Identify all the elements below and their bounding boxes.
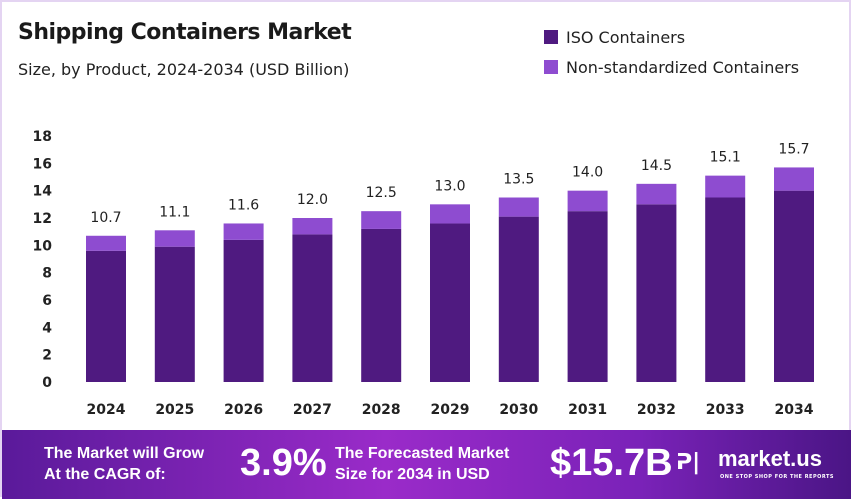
market-us-logo-icon: ᕈ| [676,450,701,475]
legend-swatch [544,60,558,74]
x-tick-label: 2031 [568,402,607,418]
bar-iso [292,234,333,382]
x-tick-label: 2033 [706,402,745,418]
data-label: 14.0 [572,165,603,181]
data-label: 10.7 [90,210,121,226]
bar-iso [774,190,814,382]
bar-iso [430,223,470,382]
data-label: 11.6 [228,197,259,213]
bar-non-standardized [430,204,470,224]
data-label: 12.0 [297,192,328,208]
x-tick-label: 2029 [431,402,470,418]
bar-non-standardized [774,167,814,191]
brand-tagline: ONE STOP SHOP FOR THE REPORTS [720,474,835,480]
bar-iso [636,204,677,382]
legend-swatch [544,30,558,44]
forecast-label: The Forecasted Market Size for 2034 in US… [335,445,510,483]
legend-label: Non-standardized Containers [566,57,800,77]
legend-label: ISO Containers [566,27,686,47]
y-tick-label: 16 [33,156,52,172]
brand-name: market.us [718,446,822,471]
x-tick-label: 2028 [362,402,401,418]
chart-subtitle: Size, by Product, 2024-2034 (USD Billion… [18,60,350,79]
data-label: 13.5 [503,172,534,188]
x-tick-label: 2027 [293,402,332,418]
y-tick-label: 18 [33,129,52,145]
data-label: 11.1 [159,204,190,220]
bar-chart: 0 2 4 6 8 10 12 14 16 18 10.7 2024 11.1 2025 11.6 2026 1… [33,129,814,418]
forecast-value: $15.7B [550,442,673,484]
bar-iso [705,197,746,382]
bar-iso [361,228,402,382]
cagr-label: The Market will Grow At the CAGR of: [44,445,205,483]
data-label: 14.5 [641,158,672,174]
chart-title: Shipping Containers Market [18,20,352,45]
bar-iso [223,239,264,382]
cagr-value: 3.9% [240,442,327,484]
data-label: 15.1 [710,150,741,166]
bar-iso [567,211,608,382]
bar-non-standardized [636,183,677,205]
footer-banner: The Market will Grow At the CAGR of: 3.9%… [2,430,851,499]
y-tick-label: 0 [42,375,52,391]
y-tick-label: 6 [42,293,52,309]
x-tick-label: 2034 [775,402,814,418]
bar-non-standardized [292,218,333,235]
y-tick-label: 8 [42,266,52,282]
y-tick-label: 4 [42,320,52,336]
x-tick-label: 2025 [155,402,194,418]
x-tick-label: 2030 [499,402,538,418]
legend: ISO Containers Non-standardized Containe… [544,22,799,82]
y-tick-label: 12 [33,211,52,227]
legend-item-non-standardized: Non-standardized Containers [544,52,799,82]
bar-iso [498,216,539,382]
bar-non-standardized [567,190,608,212]
x-tick-label: 2026 [224,402,263,418]
x-tick-label: 2024 [87,402,126,418]
legend-item-iso: ISO Containers [544,22,799,52]
bar-non-standardized [498,197,539,217]
data-label: 13.0 [434,178,465,194]
y-tick-label: 14 [33,184,53,200]
data-label: 15.7 [778,141,809,157]
bar-non-standardized [86,235,126,251]
bar-non-standardized [154,230,195,247]
bar-non-standardized [223,223,264,240]
bar-non-standardized [705,175,746,198]
bar-iso [86,250,126,382]
y-tick-label: 2 [42,348,52,364]
x-tick-label: 2032 [637,402,676,418]
bar-non-standardized [361,211,402,229]
data-label: 12.5 [366,185,397,201]
bar-iso [154,246,195,382]
y-tick-label: 10 [33,238,53,254]
